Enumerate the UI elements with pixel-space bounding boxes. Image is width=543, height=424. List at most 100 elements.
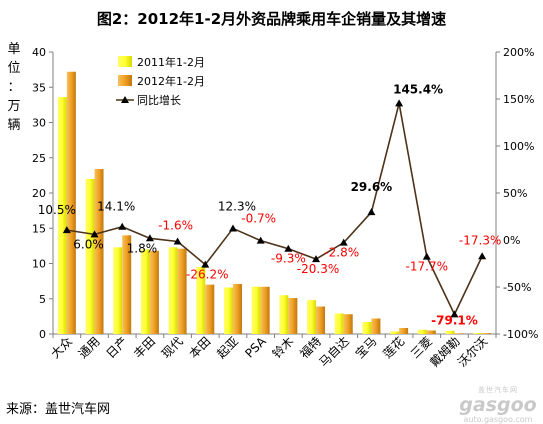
left-tick-label: 5 — [39, 293, 46, 306]
growth-data-label: -9.3% — [271, 252, 306, 266]
bar-2011 — [251, 286, 261, 334]
category-label: 本田 — [187, 334, 214, 361]
bar-2011 — [417, 329, 427, 334]
growth-point — [228, 224, 237, 232]
source-note: 来源：盖世汽车网 — [6, 402, 111, 417]
growth-point — [284, 244, 293, 252]
y-unit-char: 单 — [7, 42, 21, 57]
bar-2012 — [426, 330, 436, 334]
bar-2011 — [140, 249, 150, 334]
legend-label-2012: 2012年1-2月 — [137, 74, 205, 88]
growth-point — [62, 226, 71, 234]
category-label: 通用 — [76, 334, 103, 361]
legend-label-growth: 同比增长 — [137, 93, 181, 107]
left-tick-label: 15 — [32, 222, 46, 235]
growth-point — [312, 255, 321, 263]
growth-data-label: 1.8% — [127, 241, 158, 255]
bar-2011 — [473, 332, 483, 334]
y-axis-unit: 单 位 ： 万 辆 — [6, 40, 22, 135]
bar-2012 — [288, 298, 298, 334]
watermark-cn: 盖世汽车网 — [478, 386, 518, 394]
growth-point — [118, 222, 127, 230]
right-tick-label: -100% — [503, 328, 538, 341]
growth-data-label: -0.7% — [241, 212, 276, 226]
growth-point — [478, 252, 487, 260]
growth-data-label: 145.4% — [393, 82, 443, 96]
right-tick-label: 50% — [503, 187, 527, 200]
category-label: 马自达 — [316, 334, 351, 369]
watermark-logo: gasgoo — [459, 394, 537, 416]
bar-2012 — [94, 169, 104, 334]
bar-2012 — [399, 328, 409, 334]
left-tick-label: 30 — [32, 117, 46, 130]
right-tick-label: -50% — [503, 281, 531, 294]
y-unit-char: 位 — [7, 61, 21, 76]
growth-point — [256, 236, 265, 244]
y-unit-char: 辆 — [7, 118, 21, 133]
category-label: 戴姆勒 — [427, 334, 463, 370]
bar-2012 — [66, 71, 76, 335]
growth-data-label: 6.0% — [73, 237, 104, 251]
growth-data-label: -17.3% — [459, 233, 501, 247]
bar-2011 — [168, 247, 178, 334]
bar-2011 — [113, 247, 123, 334]
bar-2012 — [232, 283, 242, 334]
gasgoo-watermark: 盖世汽车网 gasgoo auto.gasgoo.com — [455, 385, 541, 424]
bar-2012 — [343, 314, 353, 334]
growth-point — [145, 234, 154, 242]
bar-2011 — [362, 322, 372, 334]
bar-2012 — [205, 284, 215, 334]
category-label: 日产 — [103, 334, 130, 361]
growth-data-label: -2.8% — [324, 246, 359, 260]
growth-point — [422, 252, 431, 260]
bar-2012 — [371, 318, 381, 334]
right-tick-label: 0% — [503, 234, 520, 247]
bar-2011 — [307, 300, 317, 334]
growth-data-label: 10.5% — [38, 203, 76, 217]
growth-data-label: -79.1% — [431, 313, 478, 327]
bar-2012 — [122, 235, 132, 334]
right-tick-label: 200% — [503, 46, 534, 59]
category-label: 宝马 — [353, 334, 380, 361]
category-label: 丰田 — [131, 334, 158, 361]
bar-2011 — [57, 97, 67, 335]
growth-point — [90, 230, 99, 238]
left-tick-label: 35 — [32, 81, 46, 94]
left-tick-label: 25 — [32, 152, 46, 165]
growth-point — [201, 260, 210, 268]
legend-swatch-2012 — [118, 75, 132, 86]
right-tick-label: 150% — [503, 93, 534, 106]
category-label: 大众 — [48, 334, 75, 361]
bar-2012 — [149, 250, 159, 334]
right-tick-label: 100% — [503, 140, 534, 153]
category-label: 莲花 — [380, 334, 408, 362]
category-label: 现代 — [159, 334, 186, 361]
y-unit-char: 万 — [7, 99, 21, 114]
left-tick-label: 0 — [39, 328, 46, 341]
growth-data-label: 29.6% — [351, 180, 393, 194]
growth-line — [66, 103, 483, 317]
bar-2011 — [445, 330, 455, 334]
watermark-url: auto.gasgoo.com — [463, 415, 533, 424]
category-label: 起亚 — [214, 334, 241, 361]
growth-data-label: -26.2% — [186, 268, 228, 282]
category-label: 沃尔沃 — [454, 334, 490, 370]
bar-2012 — [260, 286, 270, 334]
bar-2011 — [334, 313, 344, 334]
left-tick-label: 10 — [32, 258, 46, 271]
bar-2012 — [454, 333, 464, 334]
category-label: 铃木 — [269, 334, 297, 362]
growth-point — [339, 238, 348, 246]
bar-2011 — [390, 331, 400, 334]
growth-point — [450, 310, 459, 318]
chart-title: 图2：2012年1-2月外资品牌乘用车企销量及其增速 — [96, 10, 447, 28]
bar-2012 — [482, 333, 492, 334]
growth-data-label: 14.1% — [97, 200, 135, 214]
bar-2011 — [223, 287, 233, 334]
legend-swatch-2011 — [118, 56, 132, 67]
growth-data-label: -1.6% — [158, 219, 193, 233]
bar-2012 — [177, 248, 187, 334]
y-unit-char: ： — [7, 80, 21, 95]
bar-2011 — [85, 178, 95, 334]
